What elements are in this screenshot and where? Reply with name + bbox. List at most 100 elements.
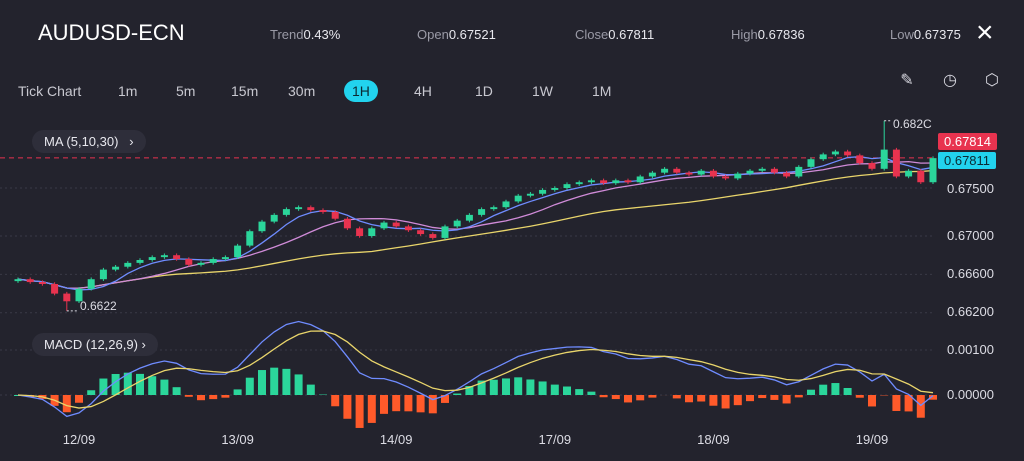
tab-15m[interactable]: 15m [231, 83, 259, 99]
close-icon[interactable]: × [976, 16, 994, 49]
pencil-icon[interactable]: ✎ [900, 72, 914, 89]
macd-histogram-bar [929, 395, 937, 400]
stat-low: Low0.67375 [890, 27, 961, 42]
macd-histogram-bar [270, 367, 279, 395]
candle [636, 176, 644, 183]
candle [148, 257, 156, 260]
tab-1d[interactable]: 1D [475, 83, 493, 99]
tab-1m[interactable]: 1m [118, 83, 138, 99]
macd-histogram-bar [416, 395, 425, 413]
candle [929, 158, 937, 183]
macd-histogram-bar [245, 377, 254, 395]
macd-histogram-bar [441, 395, 449, 403]
macd-histogram-bar [465, 386, 474, 395]
macd-histogram-bar [916, 395, 925, 418]
candle [441, 226, 449, 238]
tab-1h[interactable]: 1H [344, 80, 378, 102]
candle [795, 166, 803, 177]
candle [844, 151, 852, 156]
candle [758, 168, 766, 171]
macd-line [17, 320, 934, 418]
candle [587, 180, 595, 183]
macd-histogram-bar [831, 383, 840, 395]
macd-histogram-bar [160, 379, 169, 395]
candle [258, 221, 266, 232]
macd-histogram-bar [87, 390, 96, 395]
settings-icon[interactable]: ⬡ [985, 72, 999, 89]
candle [917, 170, 925, 183]
macd-tick: 0.00100 [947, 342, 994, 357]
candle [185, 259, 193, 265]
tab-tick-chart[interactable]: Tick Chart [18, 83, 82, 99]
date-label: 17/09 [538, 432, 572, 447]
ma-indicator-button[interactable]: MA (5,10,30) › [32, 130, 146, 153]
candle [160, 255, 168, 258]
macd-histogram-bar [807, 389, 815, 395]
candle [734, 173, 742, 179]
candle [99, 269, 107, 280]
macd-histogram-bar [526, 379, 535, 395]
tab-5m[interactable]: 5m [176, 83, 196, 99]
macd-histogram-bar [184, 395, 193, 397]
tab-30m[interactable]: 30m [288, 83, 316, 99]
macd-histogram-bar [892, 395, 901, 411]
macd-histogram-bar [697, 395, 706, 402]
macd-histogram-bar [782, 395, 791, 404]
candle [905, 170, 913, 177]
macd-histogram-bar [611, 395, 620, 400]
tab-1w[interactable]: 1W [532, 83, 553, 99]
macd-histogram-bar [343, 395, 352, 419]
candle [807, 159, 815, 167]
macd-histogram-bar [136, 373, 144, 395]
macd-histogram-bar [197, 395, 205, 401]
candle [697, 170, 705, 175]
tab-1m-month[interactable]: 1M [592, 83, 612, 99]
candle [356, 228, 364, 236]
date-label: 14/09 [379, 432, 413, 447]
candle [429, 234, 437, 238]
candle [490, 207, 498, 210]
macd-histogram-bar [111, 373, 120, 395]
macd-histogram-bar [282, 368, 291, 395]
candle [722, 176, 730, 179]
candle [868, 163, 876, 169]
macd-histogram-bar [709, 395, 718, 406]
candle [417, 230, 425, 235]
macd-histogram-bar [355, 395, 364, 428]
macd-histogram-bar [404, 395, 413, 412]
price-tick: 0.66200 [947, 304, 994, 319]
candle [75, 288, 83, 302]
candle [514, 195, 522, 202]
candle [880, 149, 888, 169]
macd-histogram-bar [819, 384, 828, 395]
macd-histogram-bar [721, 395, 730, 409]
macd-indicator-button[interactable]: MACD (12,26,9) › [32, 333, 158, 356]
candle [661, 168, 669, 173]
price-tick: 0.67000 [947, 228, 994, 243]
candle [221, 257, 229, 260]
candle [331, 212, 339, 219]
bid-price-tag: 0.67811 [938, 152, 997, 169]
stat-close: Close0.67811 [575, 27, 655, 42]
macd-histogram-bar [294, 374, 303, 395]
candle [600, 180, 608, 184]
tab-4h[interactable]: 4H [414, 83, 432, 99]
date-label: 12/09 [62, 432, 96, 447]
candle [197, 262, 205, 265]
signal-line [17, 330, 934, 409]
max-price-label: 0.682C [893, 117, 932, 131]
macd-histogram-bar [380, 395, 388, 414]
candle [526, 193, 534, 196]
candle [209, 259, 217, 263]
candle [502, 201, 510, 208]
macd-histogram-bar [477, 380, 486, 395]
candle [392, 222, 400, 227]
macd-histogram-bar [172, 387, 181, 395]
price-tick: 0.66600 [947, 266, 994, 281]
candle [746, 170, 754, 174]
macd-histogram-bar [587, 391, 596, 395]
macd-histogram-bar [538, 381, 547, 395]
timer-icon[interactable]: ◷ [943, 72, 957, 89]
candle [685, 172, 693, 175]
